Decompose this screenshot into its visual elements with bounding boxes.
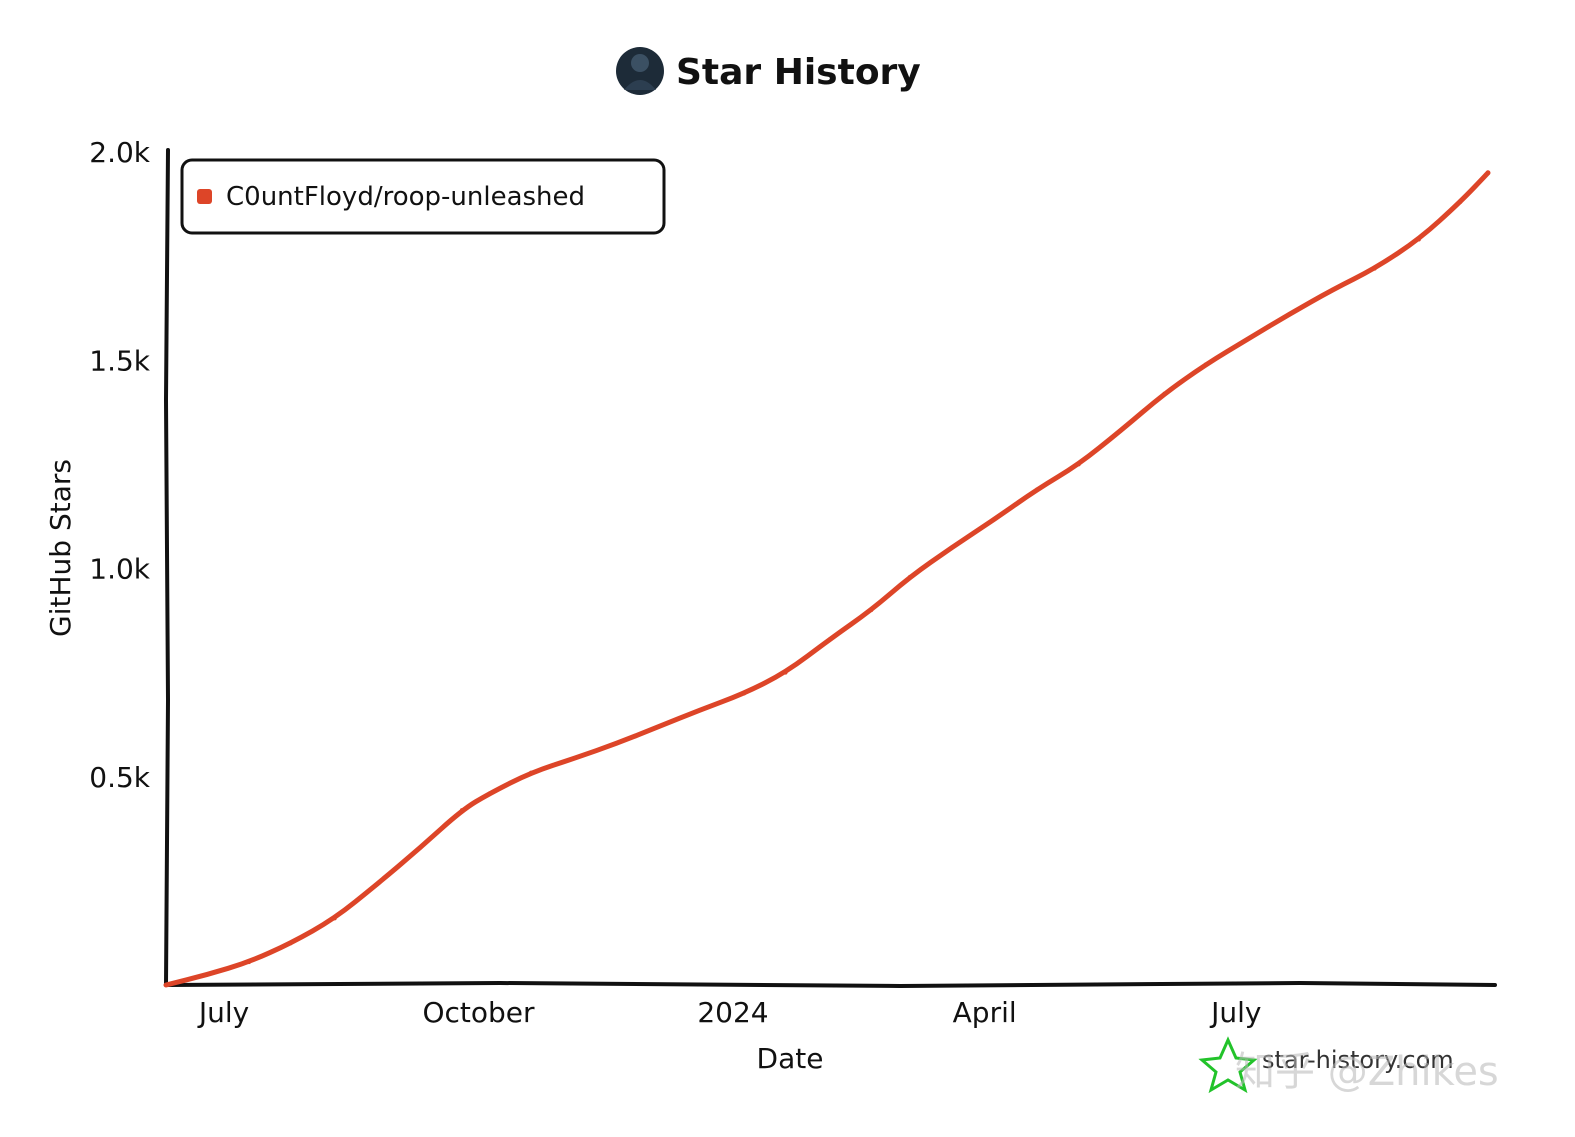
avatar-icon (616, 47, 664, 95)
x-axis-line (164, 980, 1497, 989)
series-point (1203, 362, 1208, 367)
star-icon (1198, 1036, 1258, 1094)
chart-title: Star History (676, 52, 921, 93)
series-point (1076, 462, 1081, 467)
series-point (332, 916, 337, 921)
series-point (246, 960, 251, 965)
series-point (288, 941, 293, 946)
legend-series-name: C0untFloyd/roop-unleashed (226, 182, 585, 212)
series-point (827, 637, 832, 642)
series-point (1286, 312, 1291, 317)
watermark-overlay-text: 知乎 @Zhikes (1235, 1049, 1499, 1095)
series-point (1162, 391, 1167, 396)
x-tick-label: October (422, 996, 535, 1029)
watermark: star-history.com 知乎 @Zhikes (1198, 1036, 1499, 1095)
series-point (1331, 287, 1336, 292)
y-tick-labels: 0.5k 1.0k 1.5k 2.0k (89, 136, 151, 794)
series-point (614, 741, 619, 746)
series-point (205, 972, 210, 977)
y-tick-label: 0.5k (89, 761, 151, 794)
series-point (1245, 337, 1250, 342)
series-point (993, 516, 998, 521)
x-tick-label: July (1209, 996, 1261, 1029)
series-point (1486, 170, 1490, 175)
legend-box (180, 158, 666, 235)
series-layer (163, 170, 1491, 988)
y-axis-label: GitHub Stars (44, 459, 77, 637)
series-point (374, 883, 379, 888)
x-tick-label: April (953, 996, 1017, 1029)
series-point (1372, 266, 1377, 271)
x-tick-label: 2024 (697, 996, 768, 1029)
legend-swatch (197, 189, 212, 204)
series-point (529, 770, 534, 775)
watermark-text: star-history.com (1262, 1046, 1454, 1074)
series-point (907, 574, 912, 579)
series-point (697, 708, 702, 713)
series-point (869, 608, 874, 613)
y-tick-label: 1.5k (89, 344, 151, 377)
series-point (164, 983, 168, 987)
series-point (1118, 429, 1123, 434)
series-point (573, 756, 578, 761)
series-point (949, 545, 954, 550)
y-tick-label: 2.0k (89, 136, 151, 169)
series-point (1458, 199, 1463, 204)
series-point (742, 691, 747, 696)
series-point (487, 791, 492, 796)
chart-header: Star History (616, 47, 921, 95)
x-tick-label: July (197, 996, 249, 1029)
x-axis-label: Date (757, 1042, 824, 1075)
y-axis-line (163, 148, 171, 987)
series-point (418, 845, 423, 850)
series-line (163, 170, 1491, 988)
series-point (783, 670, 788, 675)
series-point (459, 808, 464, 813)
series-point (1035, 487, 1040, 492)
x-tick-labels: July October 2024 April July (197, 996, 1262, 1029)
y-tick-label: 1.0k (89, 553, 151, 586)
legend: C0untFloyd/roop-unleashed (180, 158, 666, 235)
series-point (1416, 237, 1421, 242)
series-point (656, 724, 661, 729)
axes (163, 148, 1497, 989)
